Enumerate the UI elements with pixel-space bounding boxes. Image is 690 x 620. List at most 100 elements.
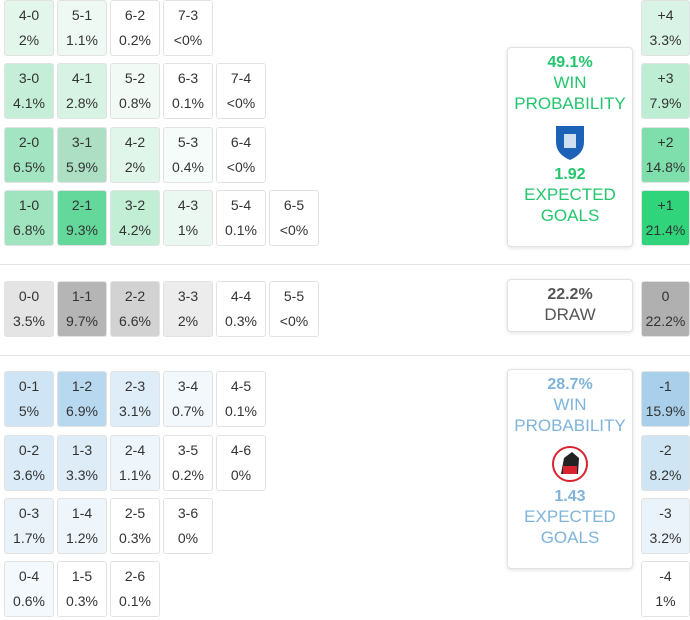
score-cell: 2-6 0.1% xyxy=(110,561,160,617)
probability: 0.8% xyxy=(119,95,151,111)
score: 3-1 xyxy=(71,134,93,150)
goal-difference: +3 xyxy=(657,70,674,86)
score: 3-2 xyxy=(124,197,146,213)
probability: 5% xyxy=(18,403,40,419)
score: 1-4 xyxy=(71,505,93,521)
probability: 1.1% xyxy=(119,467,151,483)
score-cell: 4-6 0% xyxy=(216,435,266,491)
probability: 4.1% xyxy=(13,95,45,111)
score: 1-3 xyxy=(71,442,93,458)
card-title: DRAW xyxy=(544,305,596,324)
score: 6-5 xyxy=(283,197,305,213)
score-cell: 2-5 0.3% xyxy=(110,498,160,554)
score-cell: 4-4 0.3% xyxy=(216,281,266,337)
probability: 3.3% xyxy=(66,467,98,483)
score: 0-2 xyxy=(18,442,40,458)
score-cell: 1-4 1.2% xyxy=(57,498,107,554)
goal-difference: 0 xyxy=(661,288,670,304)
score: 3-3 xyxy=(177,288,199,304)
summary-card: 22.2% DRAW xyxy=(507,279,633,332)
score: 3-5 xyxy=(177,442,199,458)
score: 2-5 xyxy=(124,505,146,521)
score: 7-4 xyxy=(230,70,252,86)
score-cell: 3-1 5.9% xyxy=(57,127,107,183)
probability: 2% xyxy=(177,313,199,329)
probability: 3.1% xyxy=(119,403,151,419)
score: 6-4 xyxy=(230,134,252,150)
score-cell: 0-2 3.6% xyxy=(4,435,54,491)
probability: 3.6% xyxy=(13,467,45,483)
score-cell: 2-4 1.1% xyxy=(110,435,160,491)
probability: <0% xyxy=(279,222,309,238)
score: 1-1 xyxy=(71,288,93,304)
probability: 0.1% xyxy=(172,95,204,111)
score: 4-3 xyxy=(177,197,199,213)
divider xyxy=(0,355,690,356)
score-cell: 6-5 <0% xyxy=(269,190,319,246)
score-cell: 3-6 0% xyxy=(163,498,213,554)
goal-difference-cell: -4 1% xyxy=(641,561,690,617)
goal-difference-cell: +1 21.4% xyxy=(641,190,690,246)
score: 5-3 xyxy=(177,134,199,150)
score: 4-5 xyxy=(230,378,252,394)
probability: 6.5% xyxy=(13,159,45,175)
score-cell: 1-3 3.3% xyxy=(57,435,107,491)
score: 1-0 xyxy=(18,197,40,213)
score-cell: 4-2 2% xyxy=(110,127,160,183)
goal-difference-cell: 0 22.2% xyxy=(641,281,690,337)
probability: 0% xyxy=(230,467,252,483)
probability: 0.3% xyxy=(66,593,98,609)
score-cell: 4-5 0.1% xyxy=(216,371,266,427)
goal-difference: +2 xyxy=(657,134,674,150)
expected-goals: 1.92 xyxy=(554,166,586,183)
score: 5-1 xyxy=(71,7,93,23)
win-probability: 28.7% xyxy=(547,376,593,393)
goal-difference: -3 xyxy=(659,505,672,521)
divider xyxy=(0,264,690,265)
score: 6-2 xyxy=(124,7,146,23)
score-cell: 3-0 4.1% xyxy=(4,63,54,119)
probability: <0% xyxy=(226,95,256,111)
card-title: WIN PROBABILITY xyxy=(514,395,626,435)
score: 1-2 xyxy=(71,378,93,394)
score-cell: 3-5 0.2% xyxy=(163,435,213,491)
expected-goals: 1.43 xyxy=(554,488,586,505)
win-probability: 22.2% xyxy=(547,286,593,303)
score: 3-0 xyxy=(18,70,40,86)
probability: 1% xyxy=(655,593,676,609)
probability: 5.9% xyxy=(66,159,98,175)
score-cell: 3-4 0.7% xyxy=(163,371,213,427)
probability: 4.2% xyxy=(119,222,151,238)
score-cell: 5-5 <0% xyxy=(269,281,319,337)
goal-difference: +4 xyxy=(657,7,674,23)
score: 4-0 xyxy=(18,7,40,23)
score-cell: 5-2 0.8% xyxy=(110,63,160,119)
goal-difference-cell: +4 3.3% xyxy=(641,0,690,56)
probability: <0% xyxy=(226,159,256,175)
probability: 0.1% xyxy=(119,593,151,609)
score-cell: 6-4 <0% xyxy=(216,127,266,183)
probability: <0% xyxy=(279,313,309,329)
score-cell: 1-2 6.9% xyxy=(57,371,107,427)
score: 4-2 xyxy=(124,134,146,150)
score-cell: 7-4 <0% xyxy=(216,63,266,119)
probability: 1.1% xyxy=(66,32,98,48)
score: 2-3 xyxy=(124,378,146,394)
expected-goals-label: EXPECTED GOALS xyxy=(524,507,616,547)
probability: 2% xyxy=(124,159,146,175)
score-cell: 0-1 5% xyxy=(4,371,54,427)
probability: 0.3% xyxy=(119,530,151,546)
score: 4-6 xyxy=(230,442,252,458)
goal-difference-cell: -3 3.2% xyxy=(641,498,690,554)
score: 4-4 xyxy=(230,288,252,304)
score-cell: 7-3 <0% xyxy=(163,0,213,56)
probability: 6.9% xyxy=(66,403,98,419)
probability: 0.7% xyxy=(172,403,204,419)
probability: 15.9% xyxy=(645,403,686,419)
score-cell: 3-3 2% xyxy=(163,281,213,337)
probability: 22.2% xyxy=(645,313,686,329)
summary-card: 49.1% WIN PROBABILITY 1.92 EXPECTED GOALS xyxy=(507,47,633,247)
summary-card: 28.7% WIN PROBABILITY 1.43 EXPECTED GOALS xyxy=(507,369,633,569)
score: 2-6 xyxy=(124,568,146,584)
